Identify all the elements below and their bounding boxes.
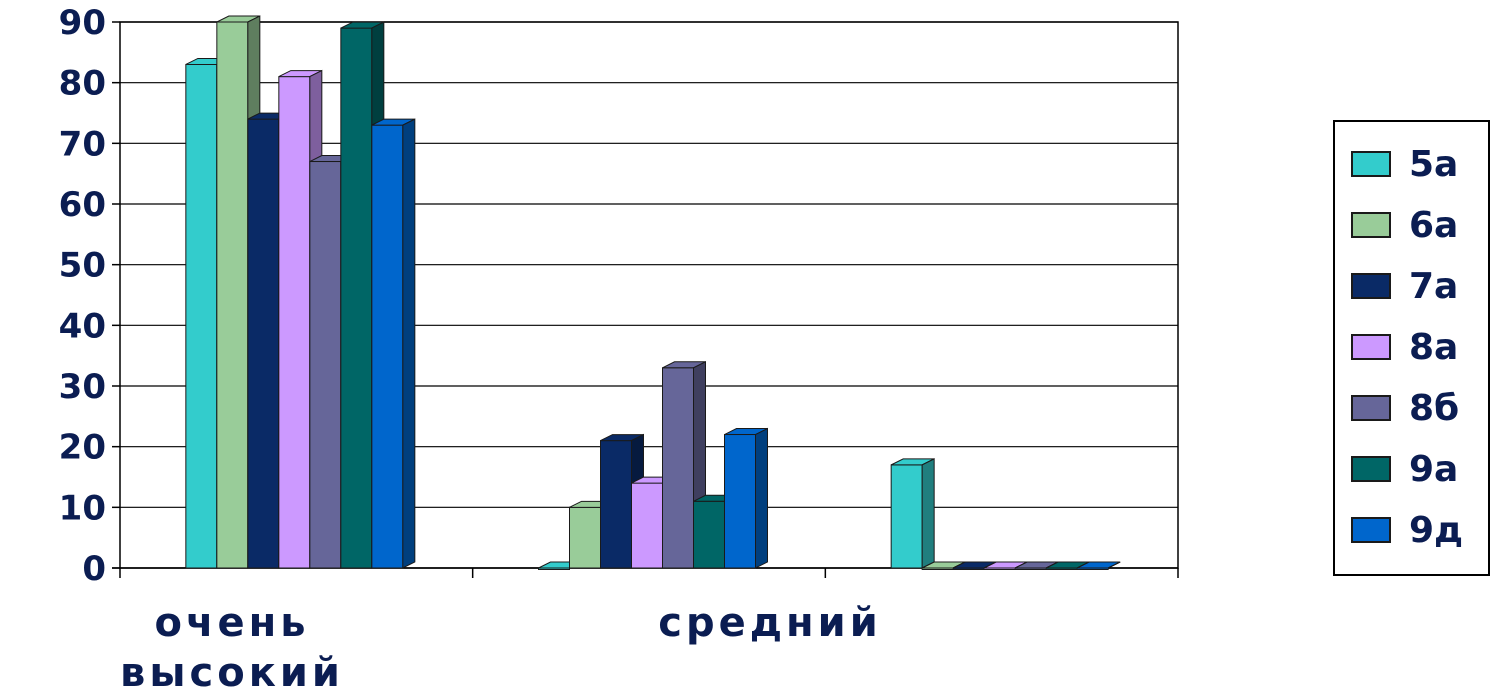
y-tick-label: 90 — [59, 3, 106, 43]
y-tick-label: 20 — [59, 428, 106, 468]
legend-item: 9д — [1351, 509, 1464, 551]
y-tick-label: 30 — [59, 367, 106, 407]
legend-swatch — [1351, 456, 1391, 482]
legend-label: 8а — [1409, 326, 1459, 368]
legend-item: 8б — [1351, 387, 1460, 429]
legend-label: 9а — [1409, 448, 1459, 490]
y-tick-label: 70 — [59, 124, 106, 164]
x-category-label: высокий — [120, 650, 344, 693]
bar — [662, 367, 694, 569]
bar — [340, 27, 373, 569]
y-tick-label: 40 — [59, 306, 106, 346]
y-tick-label: 50 — [59, 246, 106, 286]
bar-side — [755, 427, 768, 569]
bar — [371, 124, 404, 569]
legend-swatch — [1351, 212, 1391, 238]
legend-label: 5а — [1409, 143, 1459, 185]
y-tick-label: 0 — [82, 549, 106, 589]
legend-item: 9а — [1351, 448, 1459, 490]
bar — [693, 500, 725, 569]
bar — [185, 63, 218, 569]
bar — [216, 21, 249, 569]
bar — [309, 161, 342, 569]
legend-label: 6а — [1409, 204, 1459, 246]
bar — [569, 506, 601, 569]
bar — [247, 118, 280, 569]
legend-swatch — [1351, 151, 1391, 177]
legend-item: 7а — [1351, 265, 1459, 307]
legend-label: 9д — [1409, 509, 1464, 551]
legend-swatch — [1351, 517, 1391, 543]
bar-side — [921, 458, 935, 569]
legend-item: 6а — [1351, 204, 1459, 246]
legend-swatch — [1351, 395, 1391, 421]
legend-swatch — [1351, 334, 1391, 360]
legend-item: 8а — [1351, 326, 1459, 368]
x-category-label: очень — [155, 600, 310, 646]
legend-swatch — [1351, 273, 1391, 299]
legend-item: 5а — [1351, 143, 1459, 185]
x-category-label: средний — [658, 600, 881, 646]
bar — [631, 482, 663, 569]
bar — [890, 464, 923, 569]
chart-legend: 5а 6а 7а 8а 8б 9а 9д — [1333, 120, 1490, 576]
y-tick-label: 10 — [59, 488, 106, 528]
y-tick-label: 60 — [59, 185, 106, 225]
legend-label: 8б — [1409, 387, 1460, 429]
bar — [600, 440, 632, 569]
legend-label: 7а — [1409, 265, 1459, 307]
bar-side — [1107, 561, 1121, 569]
bar — [278, 76, 311, 569]
bar — [724, 434, 756, 569]
y-tick-label: 80 — [59, 64, 106, 104]
bar-side — [402, 118, 416, 569]
